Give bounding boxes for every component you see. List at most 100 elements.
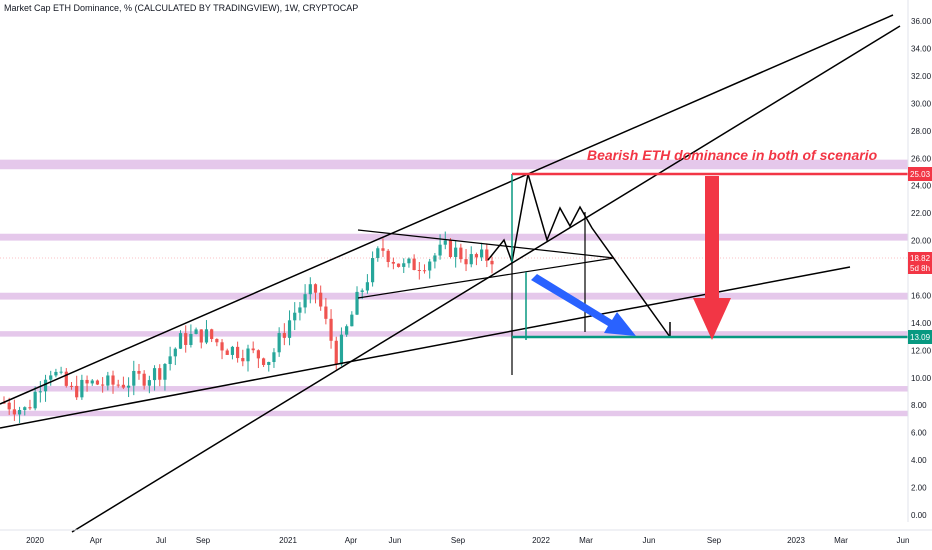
candle[interactable] (376, 248, 380, 259)
candle[interactable] (443, 240, 447, 245)
candle[interactable] (303, 294, 307, 308)
candle[interactable] (272, 352, 276, 363)
candle[interactable] (220, 342, 224, 351)
candle[interactable] (95, 380, 100, 385)
candle[interactable] (469, 254, 473, 265)
candle[interactable] (428, 261, 432, 271)
candle[interactable] (38, 391, 42, 393)
candle[interactable] (438, 244, 442, 256)
candle[interactable] (490, 260, 494, 265)
candle[interactable] (277, 333, 281, 353)
candle[interactable] (215, 338, 219, 343)
candle[interactable] (137, 370, 141, 374)
candle[interactable] (381, 248, 385, 251)
candle[interactable] (261, 358, 266, 365)
candle[interactable] (75, 385, 79, 398)
candle[interactable] (360, 290, 364, 292)
candle[interactable] (459, 247, 463, 260)
candle[interactable] (334, 340, 338, 365)
candle[interactable] (412, 258, 416, 270)
candle[interactable] (33, 391, 37, 409)
candle[interactable] (12, 409, 16, 415)
candle[interactable] (365, 282, 370, 291)
candle[interactable] (142, 373, 146, 386)
candle[interactable] (345, 326, 349, 335)
candle[interactable] (199, 329, 203, 343)
candle[interactable] (474, 254, 479, 258)
candle[interactable] (23, 407, 27, 410)
candle[interactable] (308, 284, 312, 295)
candle[interactable] (49, 375, 53, 380)
candle[interactable] (230, 346, 235, 355)
candle[interactable] (116, 384, 120, 386)
candle[interactable] (293, 312, 297, 321)
candle[interactable] (324, 306, 328, 319)
candle[interactable] (355, 291, 359, 315)
candle[interactable] (90, 380, 94, 384)
candle[interactable] (485, 249, 489, 261)
candle[interactable] (163, 364, 167, 380)
candle[interactable] (282, 333, 286, 338)
channel-upper-trendline[interactable] (0, 14, 894, 405)
candle[interactable] (246, 348, 250, 362)
candle[interactable] (256, 350, 260, 359)
candle[interactable] (448, 240, 453, 257)
candle[interactable] (111, 375, 115, 385)
candle[interactable] (319, 292, 323, 307)
candle[interactable] (28, 407, 32, 409)
candle[interactable] (225, 350, 229, 355)
candle[interactable] (251, 348, 255, 351)
candle[interactable] (43, 379, 48, 392)
candle[interactable] (267, 362, 271, 365)
candle[interactable] (132, 370, 136, 386)
channel-lower-trendline[interactable] (71, 25, 901, 533)
candle[interactable] (391, 261, 395, 264)
bearish-annotation[interactable]: Bearish ETH dominance in both of scenari… (587, 147, 878, 163)
candle[interactable] (184, 333, 188, 345)
candle[interactable] (204, 329, 209, 343)
candle[interactable] (287, 320, 292, 338)
candle[interactable] (350, 314, 354, 327)
candle[interactable] (80, 379, 84, 398)
triangle-bottom-line[interactable] (357, 257, 615, 299)
candle[interactable] (64, 371, 68, 386)
scenario-path[interactable] (487, 173, 671, 338)
zone-band[interactable] (0, 292, 908, 300)
zone-band[interactable] (0, 233, 908, 241)
candle[interactable] (85, 379, 89, 384)
zone-band[interactable] (0, 386, 908, 392)
candle[interactable] (417, 269, 421, 271)
candle[interactable] (422, 270, 427, 272)
candle[interactable] (370, 258, 375, 283)
candle[interactable] (210, 329, 214, 339)
candle[interactable] (168, 356, 172, 365)
candle[interactable] (386, 250, 390, 262)
candle[interactable] (152, 368, 157, 381)
candle[interactable] (480, 249, 484, 258)
candle[interactable] (329, 318, 333, 341)
candle[interactable] (173, 348, 177, 357)
candle[interactable] (59, 371, 63, 373)
candle[interactable] (147, 380, 151, 386)
zone-band[interactable] (0, 410, 908, 417)
candle[interactable] (126, 385, 131, 388)
candle[interactable] (54, 371, 58, 376)
candle[interactable] (7, 402, 11, 410)
candle[interactable] (101, 384, 105, 386)
candle[interactable] (433, 255, 437, 262)
candle[interactable] (464, 259, 468, 265)
candle[interactable] (178, 333, 183, 349)
candle[interactable] (189, 333, 193, 345)
candle[interactable] (313, 284, 318, 293)
candle[interactable] (454, 247, 458, 257)
candle[interactable] (194, 329, 198, 334)
candle[interactable] (241, 358, 245, 362)
triangle-top-line[interactable] (357, 229, 615, 259)
candle[interactable] (402, 263, 406, 267)
candle[interactable] (158, 368, 162, 380)
candle[interactable] (396, 263, 401, 267)
support-trendline[interactable] (0, 266, 851, 429)
zone-band[interactable] (0, 159, 908, 170)
candle[interactable] (69, 385, 74, 387)
